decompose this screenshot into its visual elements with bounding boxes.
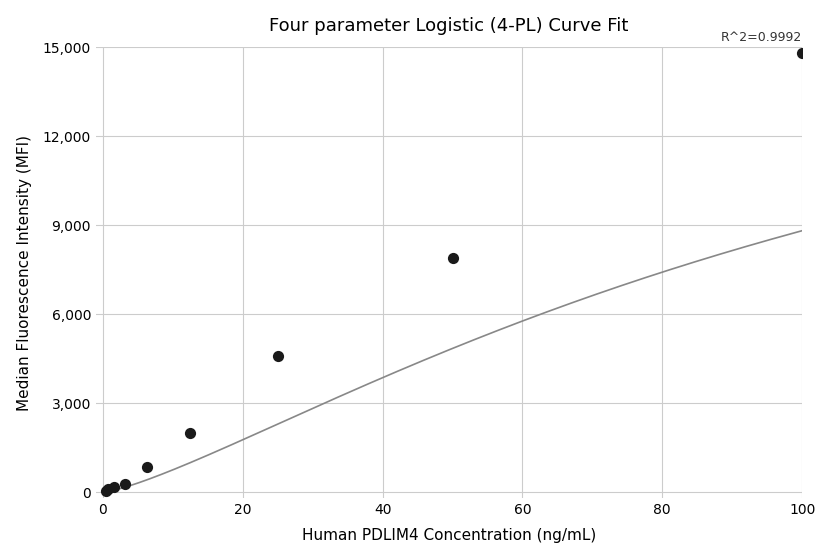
X-axis label: Human PDLIM4 Concentration (ng/mL): Human PDLIM4 Concentration (ng/mL) — [302, 528, 597, 543]
Point — [271, 352, 285, 361]
Y-axis label: Median Fluorescence Intensity (MFI): Median Fluorescence Intensity (MFI) — [17, 135, 32, 411]
Point — [446, 254, 459, 263]
Text: R^2=0.9992: R^2=0.9992 — [721, 31, 802, 44]
Point — [795, 49, 809, 58]
Point — [102, 485, 115, 494]
Point — [99, 487, 112, 496]
Point — [118, 479, 131, 488]
Point — [140, 463, 153, 472]
Point — [107, 483, 121, 492]
Title: Four parameter Logistic (4-PL) Curve Fit: Four parameter Logistic (4-PL) Curve Fit — [270, 17, 629, 35]
Point — [184, 428, 197, 437]
